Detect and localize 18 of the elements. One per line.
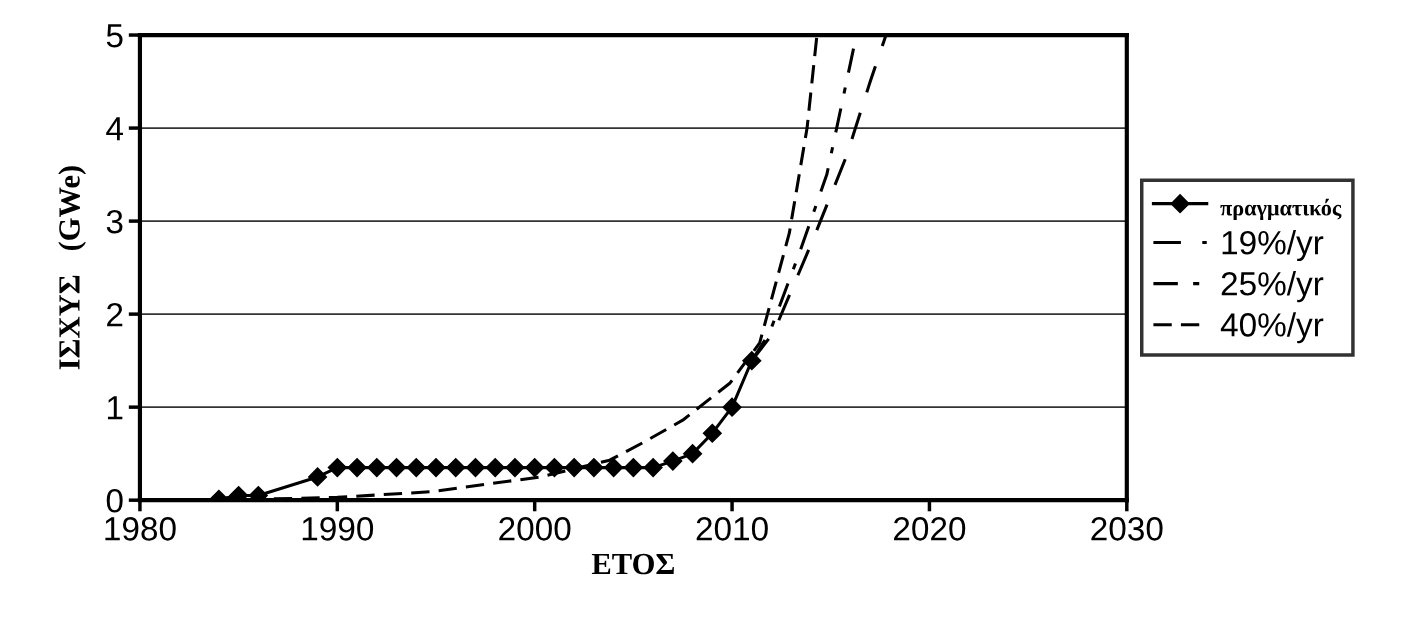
x-axis-title: ΕΤΟΣ xyxy=(591,553,674,575)
legend-label: 19%/yr xyxy=(1222,230,1324,262)
y-axis-title: ΙΣΧΥΣ (GWe) xyxy=(58,166,86,370)
y-tick-label: 3 xyxy=(106,209,123,234)
x-tick-label: 1990 xyxy=(302,517,374,541)
x-tick-label: 2000 xyxy=(499,517,571,541)
x-tick-label: 2030 xyxy=(1091,517,1163,541)
y-tick-label: 5 xyxy=(106,24,123,48)
legend-label: 40%/yr xyxy=(1220,312,1324,344)
y-tick-label: 0 xyxy=(106,488,123,513)
y-tick-label: 2 xyxy=(107,302,123,327)
y-tick-label: 1 xyxy=(107,396,123,420)
legend-label: πραγματικός xyxy=(1220,198,1342,221)
x-tick-label: 1980 xyxy=(105,517,176,541)
x-tick-label: 2020 xyxy=(894,517,966,541)
y-tick-label: 4 xyxy=(106,117,123,141)
x-tick-label: 2010 xyxy=(696,517,768,541)
legend-label: 25%/yr xyxy=(1221,271,1324,303)
